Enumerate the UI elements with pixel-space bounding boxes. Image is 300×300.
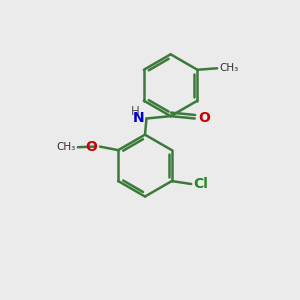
Text: H: H: [131, 105, 140, 118]
Text: CH₃: CH₃: [219, 63, 238, 73]
Text: O: O: [199, 112, 211, 125]
Text: N: N: [133, 111, 144, 125]
Text: O: O: [85, 140, 97, 154]
Text: Cl: Cl: [194, 177, 208, 191]
Text: CH₃: CH₃: [56, 142, 75, 152]
